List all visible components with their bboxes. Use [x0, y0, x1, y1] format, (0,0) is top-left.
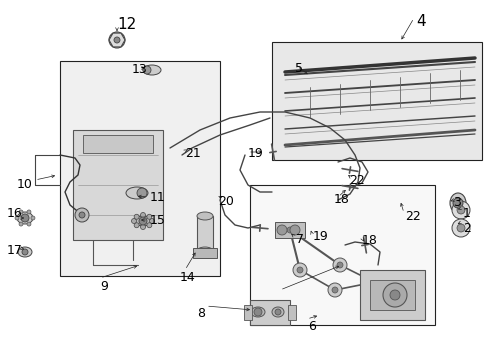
Circle shape	[283, 223, 296, 237]
Circle shape	[134, 223, 139, 228]
Text: 19: 19	[312, 230, 328, 243]
Text: 22: 22	[404, 210, 420, 223]
Text: 3: 3	[452, 196, 460, 209]
Circle shape	[289, 225, 299, 235]
Circle shape	[382, 283, 406, 307]
Polygon shape	[109, 33, 125, 47]
Bar	[271, 42, 481, 160]
Bar	[73, 130, 163, 240]
Bar	[244, 305, 251, 320]
Circle shape	[146, 223, 152, 228]
Circle shape	[451, 219, 469, 237]
Ellipse shape	[250, 307, 264, 317]
Ellipse shape	[271, 307, 284, 317]
Ellipse shape	[17, 212, 33, 224]
Ellipse shape	[126, 187, 148, 199]
Circle shape	[113, 36, 121, 44]
Text: 10: 10	[17, 178, 33, 191]
Ellipse shape	[197, 247, 213, 255]
Circle shape	[139, 217, 147, 225]
Circle shape	[19, 222, 23, 226]
Ellipse shape	[135, 216, 151, 226]
Text: 1: 1	[462, 207, 470, 220]
Circle shape	[75, 208, 89, 222]
Bar	[197, 216, 213, 251]
Bar	[83, 135, 153, 153]
Text: 8: 8	[197, 307, 204, 320]
Text: 21: 21	[184, 147, 201, 160]
Text: 9: 9	[100, 280, 108, 293]
Circle shape	[27, 210, 31, 214]
Circle shape	[137, 188, 147, 198]
Circle shape	[109, 32, 125, 48]
Circle shape	[276, 225, 286, 235]
Circle shape	[296, 267, 303, 273]
Text: 20: 20	[218, 195, 233, 208]
Circle shape	[451, 201, 469, 219]
Text: 17: 17	[7, 244, 23, 257]
Circle shape	[149, 219, 154, 224]
Circle shape	[142, 66, 151, 74]
Circle shape	[134, 214, 139, 219]
Circle shape	[292, 263, 306, 277]
Text: 14: 14	[180, 271, 195, 284]
Circle shape	[27, 222, 31, 226]
Ellipse shape	[197, 212, 213, 220]
Circle shape	[114, 37, 120, 43]
Text: 15: 15	[150, 214, 165, 227]
Bar	[287, 305, 295, 320]
Ellipse shape	[142, 65, 161, 75]
Circle shape	[79, 212, 85, 218]
Text: 22: 22	[348, 174, 364, 187]
Bar	[359, 270, 424, 320]
Text: 18: 18	[333, 193, 349, 206]
Text: 4: 4	[415, 14, 425, 29]
Circle shape	[456, 224, 464, 232]
Bar	[249, 185, 434, 325]
Text: 2: 2	[462, 222, 470, 235]
Text: 12: 12	[117, 17, 136, 32]
Circle shape	[31, 216, 35, 220]
Circle shape	[140, 212, 145, 217]
Circle shape	[21, 214, 29, 222]
Circle shape	[19, 210, 23, 214]
Text: 6: 6	[307, 320, 315, 333]
Bar	[193, 248, 217, 258]
Circle shape	[456, 206, 464, 214]
Circle shape	[146, 214, 152, 219]
Bar	[274, 222, 305, 238]
Circle shape	[331, 287, 337, 293]
Ellipse shape	[449, 193, 465, 213]
Circle shape	[336, 262, 342, 268]
Text: 19: 19	[247, 147, 263, 160]
Circle shape	[140, 225, 145, 230]
Circle shape	[327, 283, 341, 297]
Circle shape	[15, 216, 19, 220]
Text: 13: 13	[132, 63, 147, 76]
Circle shape	[286, 227, 292, 233]
Text: 16: 16	[7, 207, 23, 220]
Circle shape	[389, 290, 399, 300]
Circle shape	[274, 309, 281, 315]
Bar	[249, 300, 289, 325]
Text: 11: 11	[150, 191, 165, 204]
Circle shape	[452, 198, 462, 208]
Circle shape	[253, 308, 262, 316]
Circle shape	[332, 258, 346, 272]
Ellipse shape	[18, 247, 32, 257]
Bar	[60, 61, 220, 276]
Bar	[369, 280, 414, 310]
Text: 5: 5	[294, 62, 303, 75]
Text: 7: 7	[295, 233, 304, 246]
Text: 18: 18	[361, 234, 377, 247]
Circle shape	[22, 249, 28, 255]
Circle shape	[131, 219, 136, 224]
